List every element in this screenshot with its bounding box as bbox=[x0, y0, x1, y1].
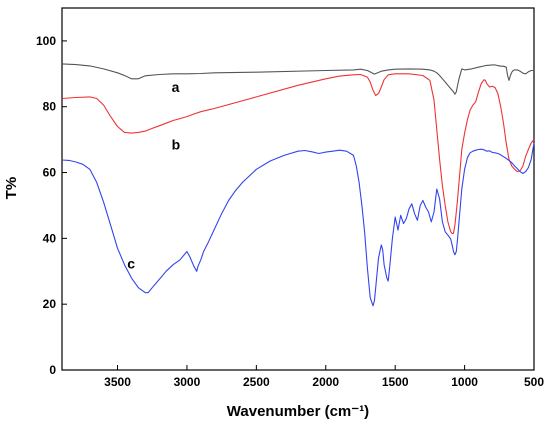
x-tick-label: 2000 bbox=[312, 375, 339, 389]
plot-frame bbox=[61, 7, 535, 371]
y-tick-label: 40 bbox=[43, 231, 57, 245]
x-tick-label: 3000 bbox=[174, 375, 201, 389]
y-tick-label: 80 bbox=[43, 100, 57, 114]
x-axis-title: Wavenumber (cm⁻¹) bbox=[227, 403, 369, 420]
x-tick-label: 2500 bbox=[243, 375, 270, 389]
x-tick-label: 500 bbox=[524, 375, 544, 389]
curve-label-a: a bbox=[172, 79, 180, 95]
series-layer bbox=[61, 63, 535, 307]
curve-labels: a b c bbox=[127, 79, 180, 272]
y-tick-label: 100 bbox=[36, 34, 56, 48]
y-axis-title: T% bbox=[3, 177, 20, 200]
plot-area bbox=[61, 7, 535, 371]
y-tick-label: 20 bbox=[43, 297, 57, 311]
series-line-c bbox=[61, 142, 535, 307]
curve-label-c: c bbox=[127, 256, 135, 272]
series-line-b bbox=[61, 73, 535, 234]
y-axis: 0 20 40 60 80 100 bbox=[36, 34, 67, 377]
y-tick-label: 60 bbox=[43, 166, 57, 180]
x-tick-label: 1000 bbox=[451, 375, 478, 389]
x-tick-label: 3500 bbox=[104, 375, 131, 389]
y-tick-label: 0 bbox=[49, 363, 56, 377]
series-line-a bbox=[61, 63, 534, 95]
curve-label-b: b bbox=[172, 137, 181, 153]
x-axis: 3500 3000 2500 2000 1500 1000 500 bbox=[104, 365, 544, 389]
x-tick-label: 1500 bbox=[382, 375, 409, 389]
